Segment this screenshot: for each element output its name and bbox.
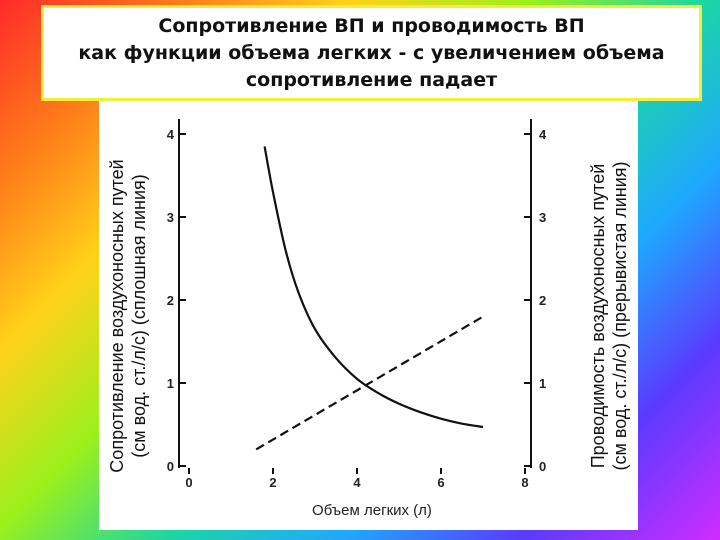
x-tick-label: 8: [521, 475, 528, 490]
conductance-dashed-line: [255, 315, 484, 451]
title-line-1: Сопротивление ВП и проводимость ВП: [158, 14, 585, 37]
y-tick-right-label: 4: [539, 127, 547, 142]
y-tick-left-label: 1: [167, 376, 174, 391]
y-tick-right-label: 0: [539, 459, 546, 474]
y-axis-right-label: Проводимость воздухоносных путей (см вод…: [587, 161, 631, 470]
y-axis-left-label-line-1: Сопротивление воздухоносных путей: [106, 158, 127, 473]
y-axis-left-label-panel: Сопротивление воздухоносных путей (см во…: [99, 101, 156, 530]
resistance-solid-line: [263, 146, 484, 429]
chart-svg: 0 1 2 3 4 0 1 2 3 4 0 2 4 6 8 Объем легких (л): [167, 119, 547, 519]
x-tick-label: 6: [437, 475, 444, 490]
y-axis-right-label-panel: Проводимость воздухоносных путей (см вод…: [580, 101, 638, 530]
y-tick-right-label: 2: [539, 293, 546, 308]
chart-panel: 0 1 2 3 4 0 1 2 3 4 0 2 4 6 8 Объем легких (л): [156, 101, 580, 530]
y-tick-right-label: 1: [539, 376, 546, 391]
y-axis-left-label-line-2: (см вод. ст./л/с) (сплошная линия): [128, 173, 149, 458]
x-tick-label: 4: [353, 475, 361, 490]
chart-ticks: 0 1 2 3 4 0 1 2 3 4 0 2 4 6 8: [167, 127, 547, 490]
y-axis-right-label-line-1: Проводимость воздухоносных путей: [588, 163, 608, 468]
y-tick-left-label: 4: [167, 127, 175, 142]
y-tick-right-label: 3: [539, 210, 546, 225]
chart-series: [255, 146, 484, 451]
title-line-3: сопротивление падает: [245, 68, 498, 91]
y-axis-left-label: Сопротивление воздухоносных путей (см во…: [106, 159, 150, 472]
x-tick-label: 0: [185, 475, 192, 490]
y-axis-right-label-line-2: (см вод. ст./л/с) (прерывистая линия): [610, 160, 630, 471]
y-tick-left-label: 0: [167, 459, 174, 474]
chart-axes: [178, 119, 532, 468]
x-tick-label: 2: [269, 475, 276, 490]
x-axis-label: Объем легких (л): [312, 502, 432, 519]
y-tick-left-label: 2: [167, 293, 174, 308]
title-line-2: как функции объема легких - с увеличение…: [78, 41, 665, 64]
y-tick-left-label: 3: [167, 210, 174, 225]
title-box: Сопротивление ВП и проводимость ВП как ф…: [41, 5, 702, 101]
